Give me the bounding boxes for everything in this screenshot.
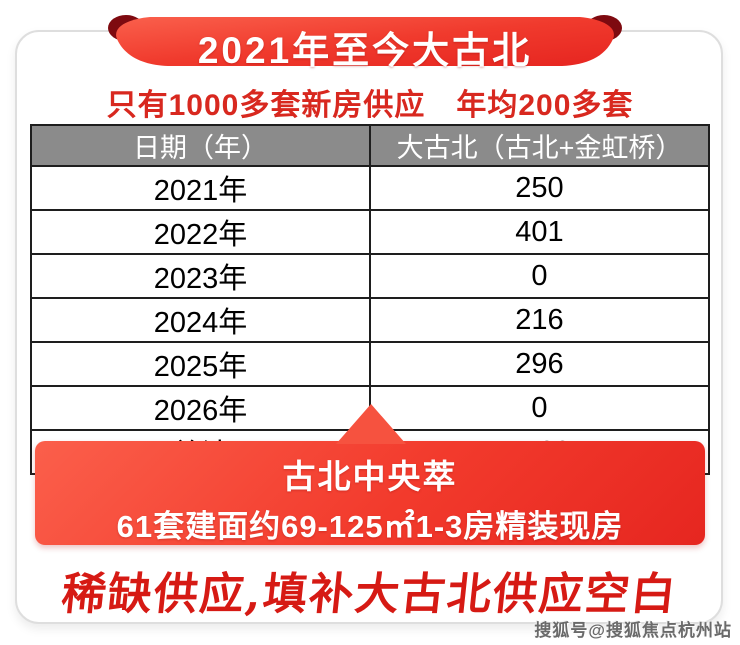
table-cell: 2026年 bbox=[30, 385, 371, 431]
header-row: 日期（年） 大古北（古北+金虹桥） bbox=[30, 124, 710, 167]
table-cell: 2024年 bbox=[30, 297, 371, 343]
col-header-region: 大古北（古北+金虹桥） bbox=[369, 124, 710, 167]
watermark-text: 搜狐号@搜狐焦点杭州站 bbox=[534, 621, 732, 640]
supply-table-header: 日期（年） 大古北（古北+金虹桥） bbox=[30, 124, 710, 167]
project-detail: 61套建面约69-125㎡1-3房精装现房 bbox=[116, 509, 624, 544]
table-cell: 2023年 bbox=[30, 253, 371, 299]
table-cell: 250 bbox=[369, 165, 710, 211]
table-cell: 296 bbox=[369, 341, 710, 387]
table-row: 2024年 216 bbox=[30, 297, 710, 343]
project-callout: 古北中央萃 61套建面约69-125㎡1-3房精装现房 bbox=[35, 441, 705, 545]
poster-title: 2021年至今大古北 bbox=[197, 30, 533, 71]
title-ribbon: 2021年至今大古北 bbox=[104, 12, 626, 74]
table-row: 2026年 0 bbox=[30, 385, 710, 431]
table-row: 2025年 296 bbox=[30, 341, 710, 387]
ribbon-band bbox=[116, 17, 614, 66]
table-cell: 401 bbox=[369, 209, 710, 255]
table-cell: 0 bbox=[369, 385, 710, 431]
table-row: 2022年 401 bbox=[30, 209, 710, 255]
supply-summary-text: 只有1000多套新房供应 年均200多套 bbox=[106, 89, 634, 122]
slogan-text: 稀缺供应,填补大古北供应空白 bbox=[59, 569, 680, 620]
table-cell: 2021年 bbox=[30, 165, 371, 211]
table-cell: 216 bbox=[369, 297, 710, 343]
table-cell: 2025年 bbox=[30, 341, 371, 387]
table-row: 2021年 250 bbox=[30, 165, 710, 211]
project-name: 古北中央萃 bbox=[282, 458, 458, 495]
col-header-year: 日期（年） bbox=[30, 124, 371, 167]
table-cell: 2022年 bbox=[30, 209, 371, 255]
ribbon-graphic bbox=[108, 15, 622, 66]
callout-arrow-icon bbox=[336, 404, 406, 444]
supply-table-body: 2021年 250 2022年 401 2023年 0 2024年 216 2025年 296 20… bbox=[30, 165, 710, 475]
table-cell: 0 bbox=[369, 253, 710, 299]
table-row: 2023年 0 bbox=[30, 253, 710, 299]
